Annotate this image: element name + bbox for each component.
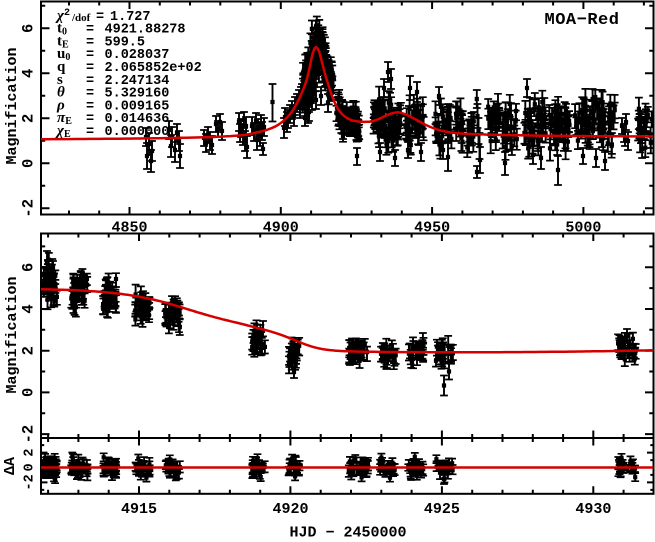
svg-text:0.014636: 0.014636 <box>105 112 170 127</box>
svg-text:4930: 4930 <box>575 501 611 518</box>
svg-text:0.000000: 0.000000 <box>105 125 170 140</box>
svg-text:1.727: 1.727 <box>110 10 151 25</box>
svg-text:5000: 5000 <box>565 220 601 237</box>
svg-text:0: 0 <box>20 388 38 397</box>
svg-text:=: = <box>86 87 94 102</box>
svg-text:tE: tE <box>57 33 69 50</box>
svg-text:θ: θ <box>57 85 65 101</box>
svg-text:4850: 4850 <box>111 220 147 237</box>
svg-text:q: q <box>57 59 66 75</box>
svg-text:-2: -2 <box>20 425 38 444</box>
svg-text:=: = <box>96 10 104 25</box>
svg-text:=: = <box>86 125 94 140</box>
svg-text:2.247134: 2.247134 <box>105 74 170 89</box>
svg-text:4920: 4920 <box>272 501 308 518</box>
svg-text:4921.88278: 4921.88278 <box>105 23 186 38</box>
svg-text:=: = <box>86 23 94 38</box>
svg-text:HJD − 2450000: HJD − 2450000 <box>289 525 406 542</box>
svg-text:2: 2 <box>20 114 38 123</box>
svg-text:u0: u0 <box>57 46 70 63</box>
svg-text:MOA−Red: MOA−Red <box>545 11 620 30</box>
svg-text:599.5: 599.5 <box>105 35 146 50</box>
svg-text:2.065852e+02: 2.065852e+02 <box>105 61 202 76</box>
svg-text:=: = <box>86 61 94 76</box>
svg-text:5.329160: 5.329160 <box>105 87 170 102</box>
svg-text:2: 2 <box>23 449 38 457</box>
svg-text:t0: t0 <box>57 21 67 38</box>
svg-text:6: 6 <box>20 24 38 33</box>
svg-text:4900: 4900 <box>263 220 299 237</box>
svg-text:χE: χE <box>55 123 71 140</box>
svg-text:0.009165: 0.009165 <box>105 99 170 114</box>
svg-text:πE: πE <box>57 110 72 127</box>
svg-text:Magnification: Magnification <box>4 276 21 393</box>
svg-text:2: 2 <box>20 346 38 355</box>
svg-text:0: 0 <box>20 159 38 168</box>
svg-text:4915: 4915 <box>121 501 157 518</box>
svg-text:0: 0 <box>23 463 38 471</box>
svg-text:=: = <box>86 74 94 89</box>
svg-text:ρ: ρ <box>56 97 65 113</box>
svg-text:-2: -2 <box>23 474 38 490</box>
svg-text:-2: -2 <box>20 199 38 218</box>
svg-text:=: = <box>86 112 94 127</box>
svg-text:4925: 4925 <box>424 501 460 518</box>
svg-text:6: 6 <box>20 263 38 272</box>
svg-text:=: = <box>86 35 94 50</box>
svg-text:Magnification: Magnification <box>4 47 21 164</box>
svg-text:=: = <box>86 99 94 114</box>
svg-text:0.028037: 0.028037 <box>105 48 170 63</box>
svg-text:χ2/dof: χ2/dof <box>55 8 91 24</box>
svg-text:s: s <box>57 72 63 88</box>
svg-text:4950: 4950 <box>414 220 450 237</box>
svg-text:=: = <box>86 48 94 63</box>
svg-text:4: 4 <box>20 304 38 313</box>
svg-text:ΔA: ΔA <box>2 457 19 475</box>
svg-text:4: 4 <box>20 69 38 78</box>
